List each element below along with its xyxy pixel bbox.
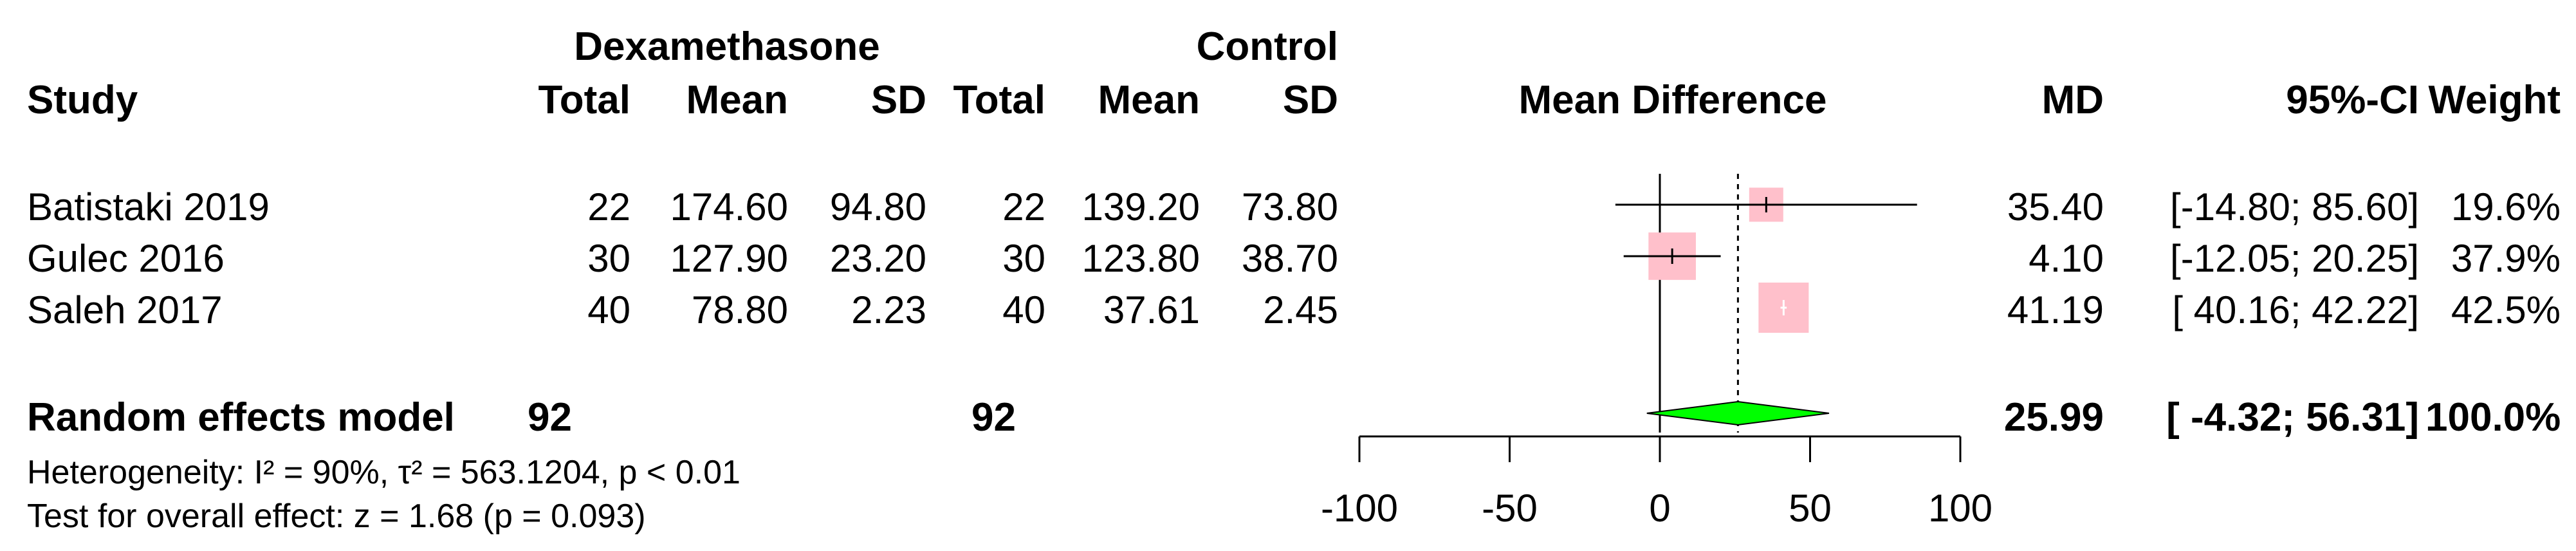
overall-effect-test: Test for overall effect: z = 1.68 (p = 0… xyxy=(27,498,646,535)
sd1-value: 94.80 xyxy=(829,185,926,229)
sd1-value: 23.20 xyxy=(829,237,926,280)
total2-value: 30 xyxy=(1002,237,1045,280)
x-tick-label: -50 xyxy=(1482,487,1538,530)
weight-value: 19.6% xyxy=(2451,185,2561,229)
sd2-value: 73.80 xyxy=(1241,185,1338,229)
total2-value: 22 xyxy=(1002,185,1045,229)
overall-label: Random effects model xyxy=(27,395,455,440)
mean-difference-header: Mean Difference xyxy=(1518,78,1827,122)
mean1-header: Mean xyxy=(686,78,788,122)
mean2-value: 139.20 xyxy=(1081,185,1200,229)
study-name: Batistaki 2019 xyxy=(27,185,270,229)
mean2-header: Mean xyxy=(1098,78,1200,122)
total1-value: 22 xyxy=(587,185,630,229)
x-tick-label: 0 xyxy=(1649,487,1670,530)
ci-value: [ 40.16; 42.22] xyxy=(2172,288,2419,332)
mean2-value: 37.61 xyxy=(1103,288,1200,332)
ci-value: [-14.80; 85.60] xyxy=(2170,185,2419,229)
study-marks xyxy=(1615,187,1917,333)
md-value: 41.19 xyxy=(2007,288,2104,332)
pooled-diamond xyxy=(1646,400,1830,426)
mean2-value: 123.80 xyxy=(1081,237,1200,280)
x-ticks: -100 -50 0 50 100 xyxy=(1321,436,1992,530)
total2-header: Total xyxy=(953,78,1046,122)
x-tick-label: 100 xyxy=(1928,487,1992,530)
group1-header: Dexamethasone xyxy=(574,24,880,69)
total1-value: 40 xyxy=(587,288,630,332)
md-value: 35.40 xyxy=(2007,185,2104,229)
md-value: 4.10 xyxy=(2029,237,2104,280)
study-header: Study xyxy=(27,78,138,122)
overall-md: 25.99 xyxy=(2003,395,2104,440)
x-tick-label: -100 xyxy=(1321,487,1398,530)
x-tick-label: 50 xyxy=(1789,487,1832,530)
mean1-value: 174.60 xyxy=(670,185,788,229)
mean1-value: 78.80 xyxy=(691,288,788,332)
group2-header: Control xyxy=(1196,24,1338,69)
total1-header: Total xyxy=(538,78,631,122)
total1-value: 30 xyxy=(587,237,630,280)
overall-total1: 92 xyxy=(528,395,572,440)
sd2-value: 2.45 xyxy=(1263,288,1338,332)
heterogeneity-text: Heterogeneity: I² = 90%, τ² = 563.1204, … xyxy=(27,454,741,491)
overall-ci: [ -4.32; 56.31] xyxy=(2166,395,2419,440)
sd1-value: 2.23 xyxy=(851,288,926,332)
overall-total2: 92 xyxy=(971,395,1016,440)
total2-value: 40 xyxy=(1002,288,1045,332)
sd2-header: SD xyxy=(1282,78,1338,122)
ci-header: 95%-CI xyxy=(2286,78,2419,122)
study-name: Saleh 2017 xyxy=(27,288,223,332)
weight-header: Weight xyxy=(2428,78,2561,122)
overall-weight: 100.0% xyxy=(2425,395,2561,440)
study-name: Gulec 2016 xyxy=(27,237,225,280)
ci-value: [-12.05; 20.25] xyxy=(2170,237,2419,280)
weight-value: 42.5% xyxy=(2451,288,2561,332)
weight-value: 37.9% xyxy=(2451,237,2561,280)
sd1-header: SD xyxy=(870,78,926,122)
mean1-value: 127.90 xyxy=(670,237,788,280)
sd2-value: 38.70 xyxy=(1241,237,1338,280)
md-header: MD xyxy=(2041,78,2104,122)
